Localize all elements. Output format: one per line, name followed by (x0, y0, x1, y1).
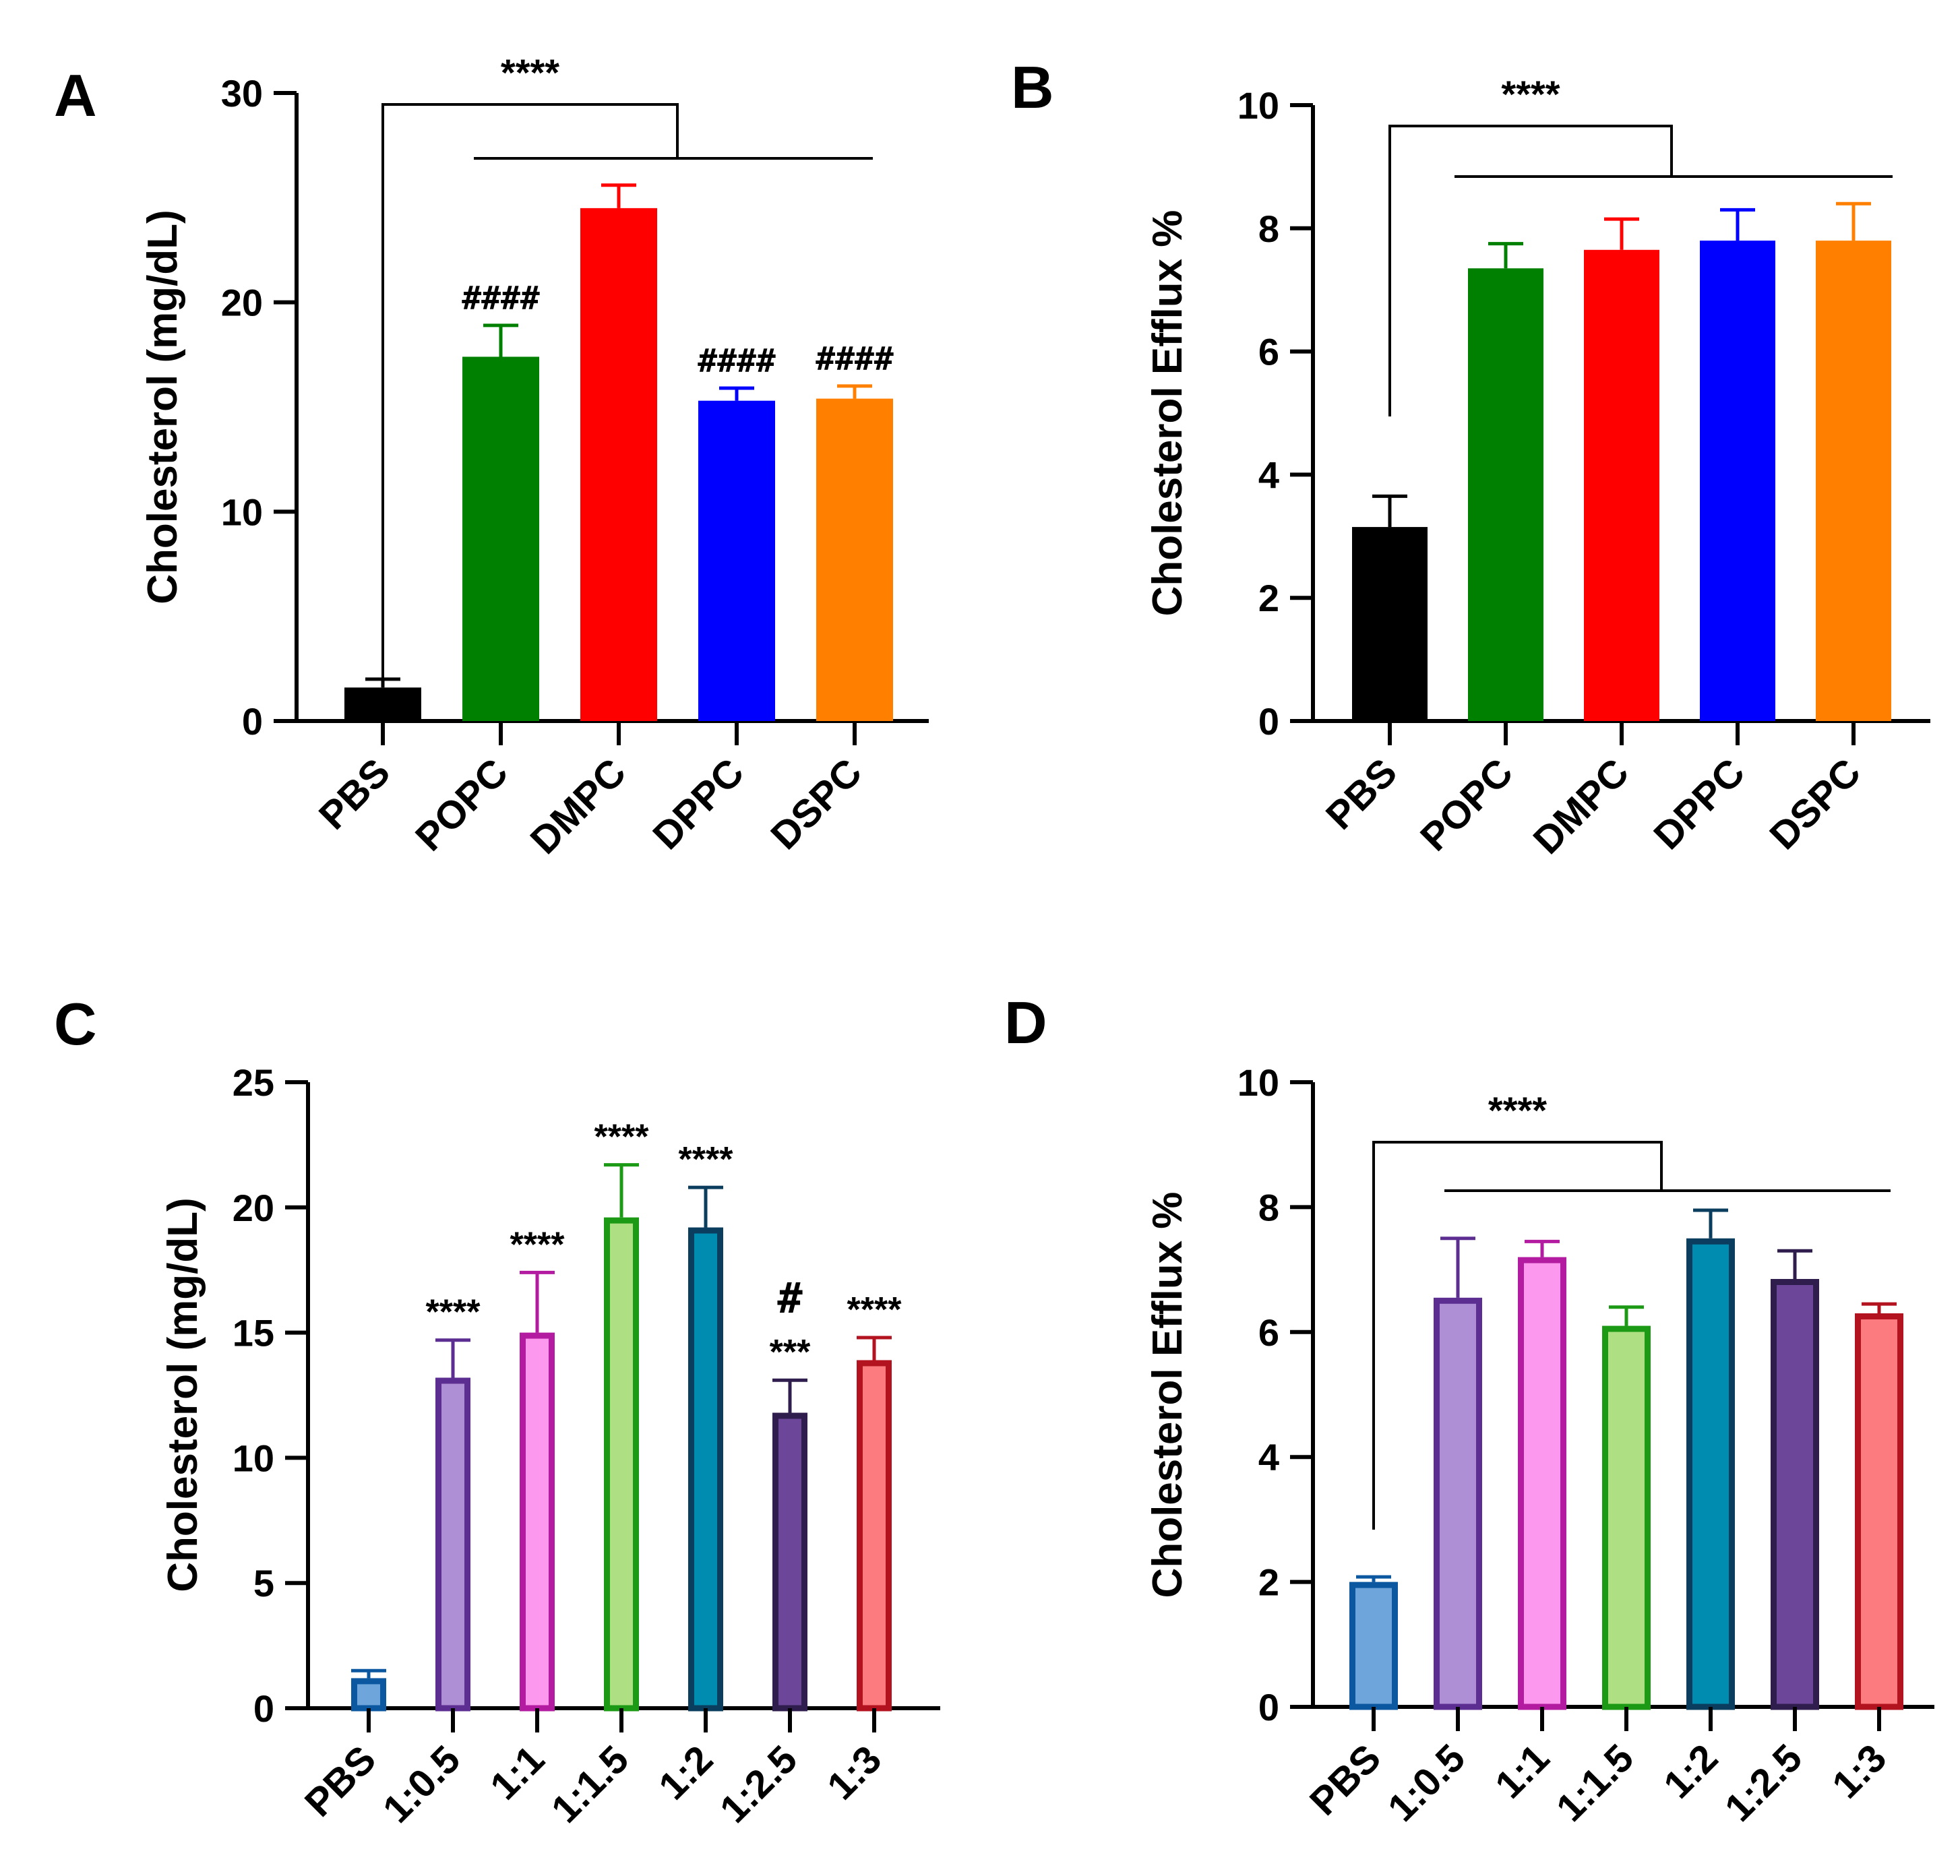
bar-1-2-5 (1771, 1279, 1819, 1710)
x-tick-label: 1:0.5 (1380, 1736, 1473, 1830)
bar-1-2 (1686, 1238, 1735, 1710)
significance-label: **** (847, 1290, 902, 1330)
bar-1-2 (688, 1227, 723, 1712)
y-tick-label: 2 (1258, 1561, 1279, 1604)
significance-bracket (1388, 125, 1673, 416)
x-tick-label: PBS (1301, 1736, 1389, 1823)
bar-pbs (1352, 527, 1428, 721)
significance-bracket (381, 103, 679, 686)
bracket-significance-label: **** (1501, 73, 1560, 115)
bracket-significance-label: **** (1488, 1089, 1547, 1131)
x-tick-label: 1:2 (650, 1737, 721, 1808)
y-axis-title: Cholesterol (mg/dL) (160, 1197, 206, 1592)
y-tick-label: 10 (233, 1437, 274, 1479)
x-tick-label: 1:0.5 (375, 1737, 468, 1831)
panel-label-b: B (1011, 54, 1054, 121)
bar-dspc (816, 398, 893, 721)
bar-pbs (344, 687, 421, 721)
bar-1-3 (1855, 1313, 1903, 1710)
significance-label: **** (510, 1225, 565, 1264)
y-tick-label: 10 (1237, 1061, 1279, 1104)
y-tick-label: 10 (221, 491, 263, 533)
x-tick-label: 1:2.5 (1717, 1736, 1810, 1830)
panel-label-d: D (1004, 989, 1047, 1056)
x-tick-label: DMPC (1525, 750, 1637, 863)
x-tick-label: 1:3 (819, 1737, 890, 1808)
panel-label-c: C (54, 991, 97, 1057)
bracket-significance-label: **** (501, 51, 559, 94)
x-tick-label: 1:1 (1487, 1736, 1558, 1807)
y-axis-title: Cholesterol (mg/dL) (140, 210, 186, 604)
x-tick-label: 1:3 (1824, 1736, 1895, 1807)
x-tick-label: PBS (297, 1737, 384, 1825)
bar-popc (462, 356, 539, 721)
panel-a-chart: 0 10 20 30 Cholesterol (mg/dL) PBS POPC #### DMP… (140, 51, 929, 863)
bar-1-1 (520, 1332, 555, 1712)
y-tick-label: 10 (1237, 84, 1279, 127)
bar-dmpc (580, 208, 657, 721)
y-tick-label: 8 (1258, 1186, 1279, 1228)
x-tick-label: DPPC (1645, 750, 1753, 858)
bar-pbs (351, 1678, 386, 1712)
x-tick-label: POPC (407, 750, 516, 859)
bar-1-3 (857, 1360, 892, 1712)
y-tick-label: 2 (1258, 577, 1279, 619)
y-tick-label: 4 (1258, 454, 1279, 496)
y-tick-label: 0 (242, 700, 263, 743)
bar-dppc (698, 400, 775, 721)
bar-dmpc (1584, 249, 1659, 721)
x-tick-label: 1:1.5 (1548, 1736, 1642, 1830)
x-tick-label: 1:2.5 (712, 1737, 805, 1831)
y-tick-label: 4 (1258, 1436, 1279, 1478)
bar-1-0-5 (435, 1377, 470, 1712)
significance-label: #### (816, 340, 894, 378)
panel-label-a: A (54, 62, 97, 129)
x-tick-label: PBS (311, 750, 398, 838)
significance-hash-label: # (777, 1274, 803, 1323)
y-tick-label: 6 (1258, 1311, 1279, 1354)
bar-1-1-5 (604, 1217, 639, 1712)
x-tick-label: DPPC (644, 750, 752, 858)
y-tick-label: 15 (233, 1312, 274, 1354)
y-tick-label: 0 (253, 1687, 274, 1730)
y-tick-label: 8 (1258, 208, 1279, 250)
bar-1-1 (1518, 1257, 1566, 1710)
panel-b-chart: 0 2 4 6 8 10 Cholesterol Efflux % PBS POPC DMPC DP… (1144, 73, 1930, 863)
bar-popc (1468, 268, 1543, 722)
y-tick-label: 30 (221, 72, 263, 115)
bar-dppc (1700, 241, 1775, 722)
significance-label: *** (770, 1333, 811, 1372)
bar-dspc (1816, 241, 1891, 722)
x-tick-label: 1:1 (482, 1737, 553, 1808)
significance-label: **** (426, 1293, 481, 1332)
x-tick-label: POPC (1412, 750, 1521, 859)
bar-pbs (1349, 1582, 1398, 1710)
y-axis-title: Cholesterol Efflux % (1144, 1192, 1191, 1598)
x-tick-label: DSPC (762, 750, 870, 858)
significance-label: #### (698, 342, 776, 380)
y-tick-label: 20 (221, 282, 263, 324)
y-tick-label: 5 (253, 1562, 274, 1604)
x-tick-label: PBS (1318, 750, 1405, 838)
y-axis-title: Cholesterol Efflux % (1144, 210, 1191, 617)
y-tick-label: 0 (1258, 1686, 1279, 1728)
y-tick-label: 0 (1258, 700, 1279, 743)
x-tick-label: DSPC (1761, 750, 1869, 858)
bar-1-0-5 (1434, 1297, 1482, 1710)
bar-1-2-5 (772, 1412, 807, 1712)
y-tick-label: 6 (1258, 331, 1279, 373)
bar-1-1-5 (1602, 1325, 1651, 1710)
y-tick-label: 25 (233, 1061, 274, 1104)
x-tick-label: DMPC (522, 750, 634, 863)
significance-bracket (1372, 1141, 1663, 1530)
significance-label: **** (594, 1118, 650, 1157)
y-tick-label: 20 (233, 1187, 274, 1229)
x-tick-label: 1:2 (1655, 1736, 1726, 1807)
significance-label: #### (462, 280, 540, 317)
x-tick-label: 1:1.5 (543, 1737, 637, 1831)
significance-label: **** (679, 1140, 734, 1179)
